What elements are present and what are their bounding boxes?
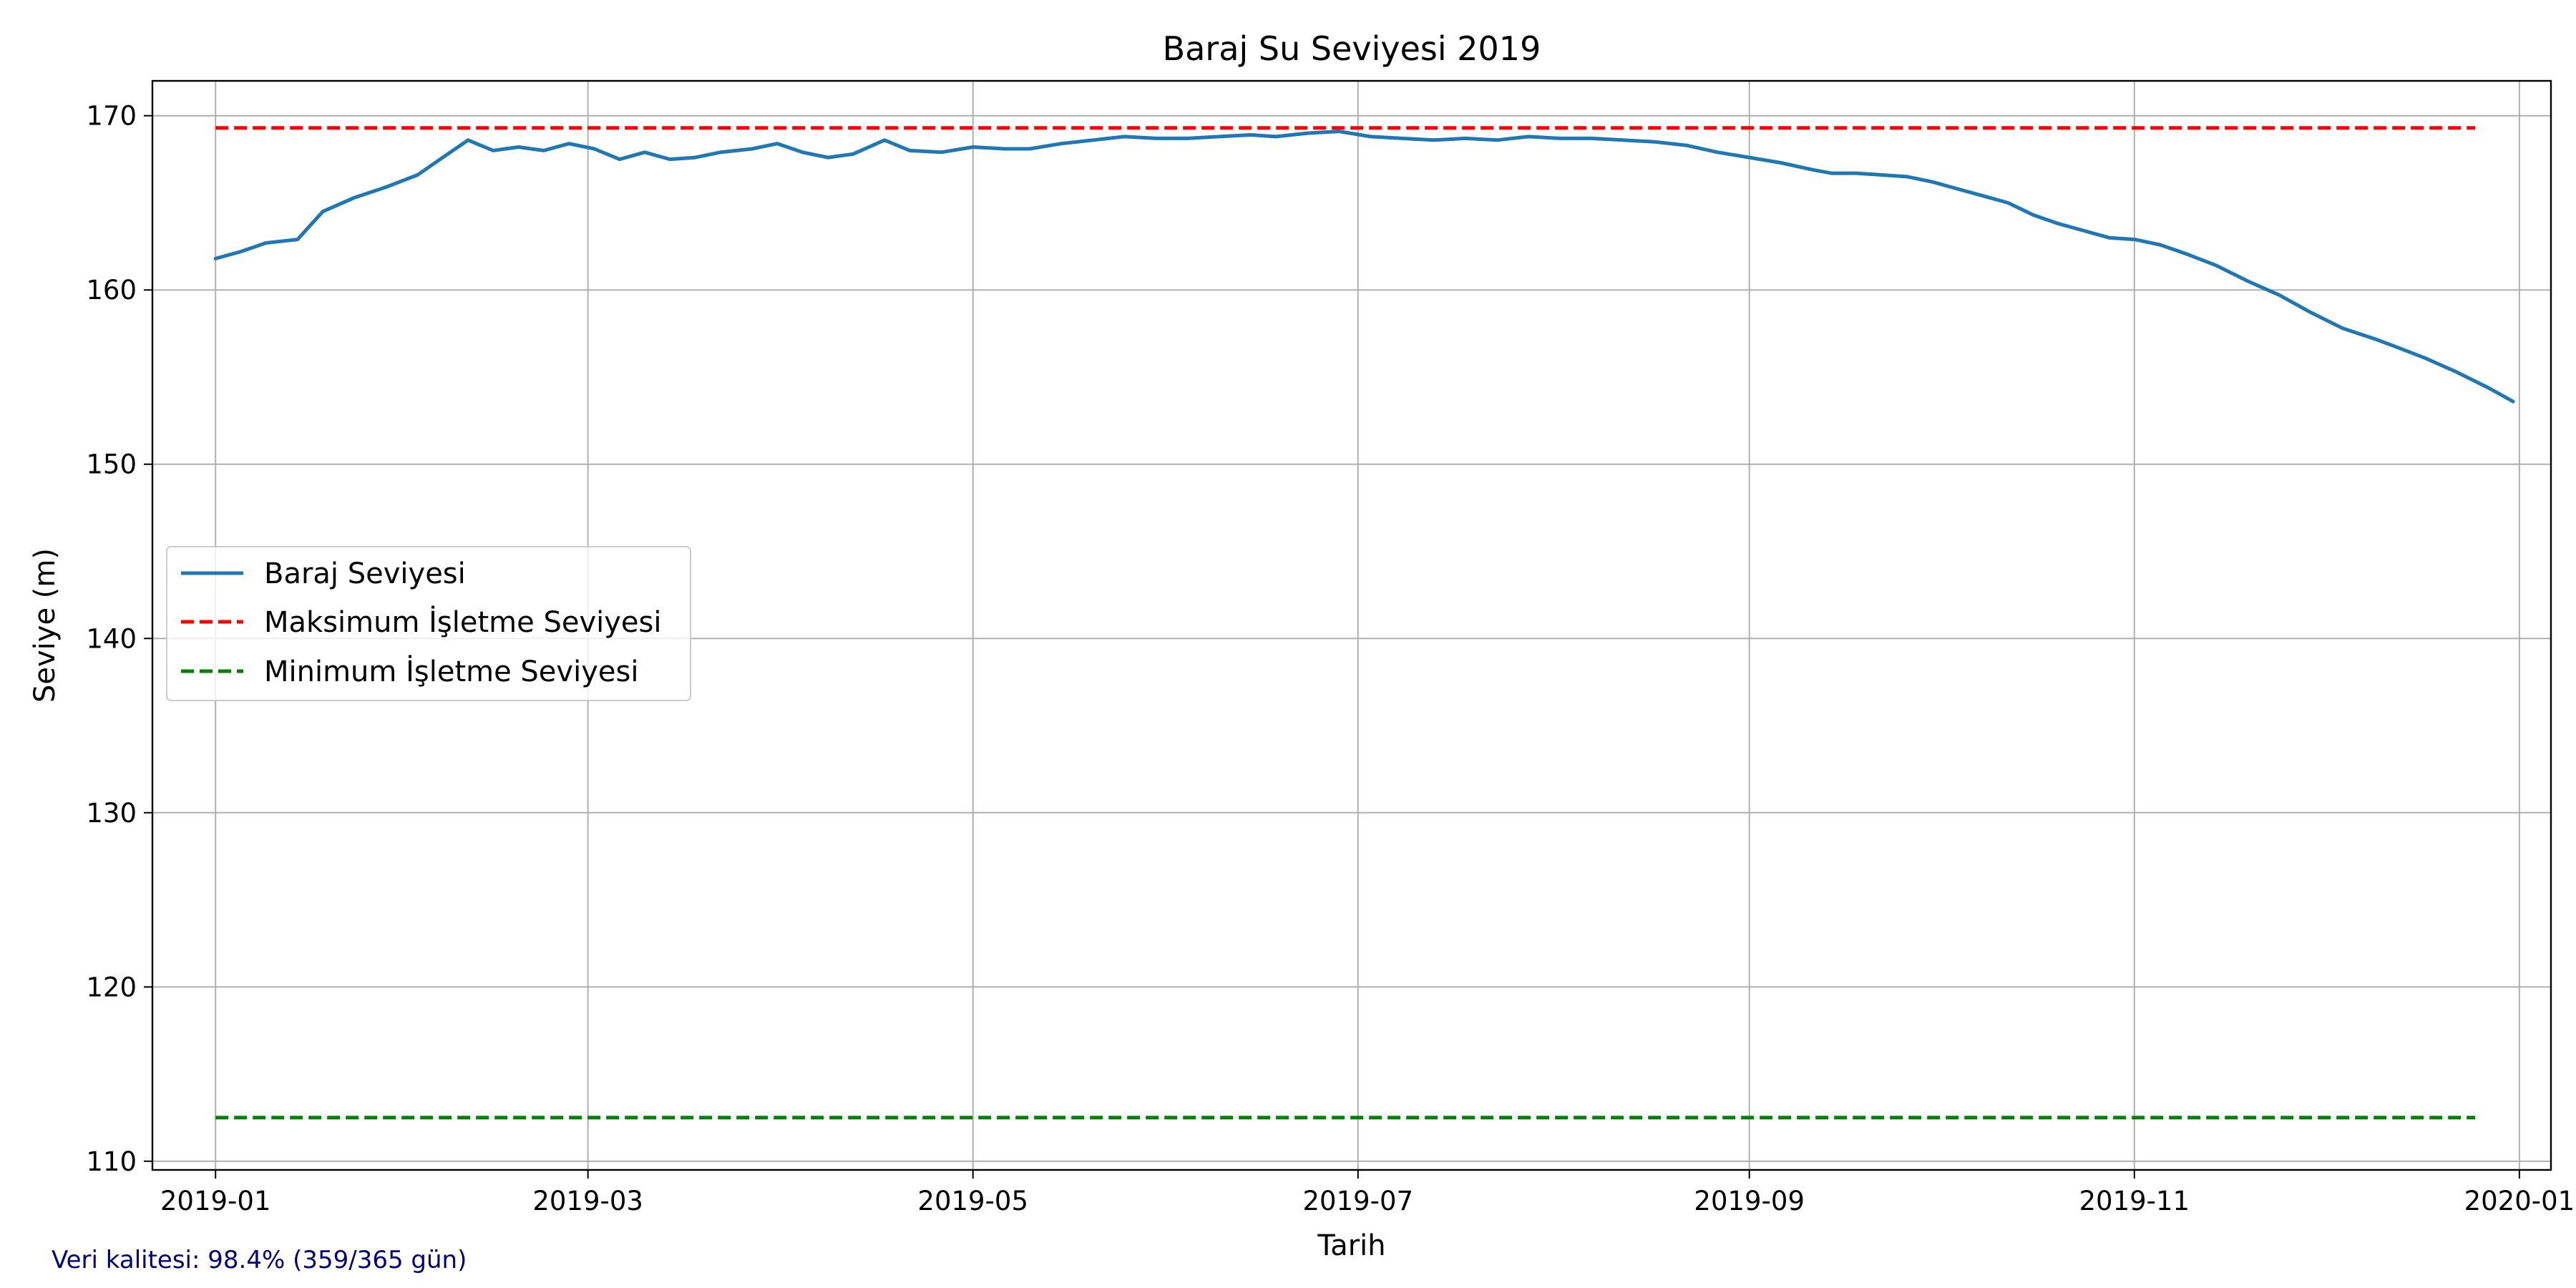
plot-series: [213, 126, 2515, 1120]
plot-frame: [151, 79, 2552, 1171]
y-tick-label: 110: [86, 1146, 137, 1177]
chart-title: Baraj Su Seviyesi 2019: [1163, 29, 1541, 68]
x-tick-label: 2019-01: [160, 1186, 271, 1216]
legend-label-min: Minimum İşletme Seviyesi: [264, 654, 638, 688]
legend-label-max: Maksimum İşletme Seviyesi: [264, 605, 662, 639]
y-tick-label: 120: [86, 972, 137, 1002]
legend-label-level: Baraj Seviyesi: [264, 557, 466, 590]
x-tick-label: 2019-05: [917, 1186, 1028, 1216]
y-tick-label: 150: [86, 449, 137, 480]
x-axis-title: Tarih: [1317, 1229, 1385, 1262]
x-tick-label: 2019-09: [1694, 1186, 1805, 1216]
y-tick-label: 140: [86, 623, 137, 654]
y-axis-title: Seviye (m): [29, 548, 62, 703]
x-tick-label: 2020-01: [2464, 1186, 2575, 1216]
level-line: [213, 130, 2515, 404]
x-tick-label: 2019-07: [1303, 1186, 1414, 1216]
legend: Baraj Seviyesi Maksimum İşletme Seviyesi…: [166, 546, 691, 701]
x-tick-label: 2019-03: [532, 1186, 643, 1216]
y-tick-label: 170: [86, 101, 137, 132]
legend-box: [166, 546, 691, 701]
grid: [152, 81, 2551, 1170]
y-tick-label: 130: [86, 798, 137, 829]
data-quality-note: Veri kalitesi: 98.4% (359/365 gün): [52, 1246, 467, 1274]
y-tick-label: 160: [86, 275, 137, 306]
x-tick-label: 2019-11: [2079, 1186, 2190, 1216]
axis-ticks: 2019-01 2019-03 2019-05 2019-07 2019-09 2019-…: [86, 101, 2575, 1216]
